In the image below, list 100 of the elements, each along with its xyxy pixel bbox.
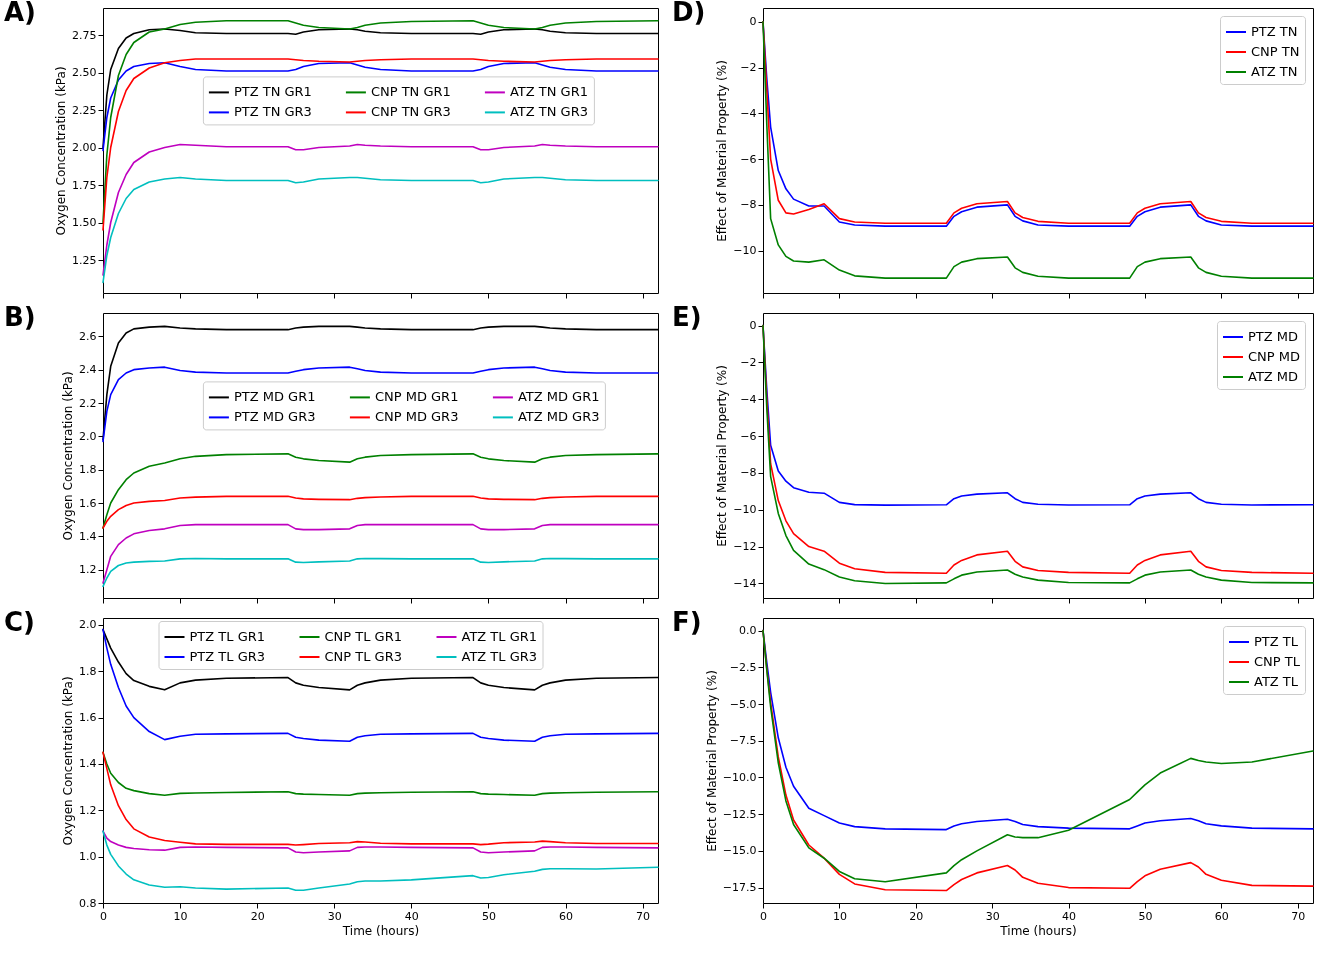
- y-tick-label: 1.25: [72, 253, 97, 267]
- y-tick-label: 2.50: [72, 66, 97, 79]
- x-tick-label: 50: [1138, 909, 1153, 923]
- legend-label: PTZ TL GR1: [189, 629, 266, 644]
- chart-title: E): [672, 302, 702, 332]
- legend-label: PTZ MD: [1248, 329, 1299, 344]
- y-tick-label: 1.0: [79, 850, 97, 864]
- y-axis-title: Effect of Material Property (%): [715, 60, 730, 242]
- y-tick-label: −5.0: [729, 697, 757, 711]
- y-tick-label: −6: [740, 429, 757, 443]
- y-tick-label: −4: [740, 392, 757, 406]
- legend-label: PTZ TN: [1251, 24, 1298, 39]
- x-tick-label: 30: [327, 909, 342, 923]
- legend-label: ATZ MD GR3: [517, 409, 600, 425]
- chart-title: C): [4, 607, 35, 637]
- chart-title: B): [4, 302, 36, 332]
- y-axis-title: Oxygen Concentration (kPa): [61, 371, 76, 541]
- legend-label: PTZ MD GR3: [233, 409, 316, 425]
- legend-label: CNP TN: [1251, 44, 1300, 59]
- x-tick-label: 70: [1291, 909, 1306, 923]
- legend-label: CNP TN GR1: [370, 84, 451, 100]
- x-tick-label: 10: [832, 909, 847, 923]
- y-tick-label: −15.0: [722, 844, 757, 858]
- chart-title: D): [672, 0, 706, 27]
- legend-label: CNP TN GR3: [370, 104, 451, 120]
- legend-label: ATZ TN GR3: [509, 104, 588, 120]
- y-tick-label: −8: [740, 466, 757, 480]
- x-tick-label: 20: [250, 909, 265, 923]
- y-tick-label: 0: [749, 15, 757, 29]
- chart-title: F): [672, 607, 702, 637]
- legend-label: CNP TL GR1: [324, 629, 402, 644]
- x-tick-label: 0: [100, 909, 107, 923]
- x-tick-label: 20: [909, 909, 924, 923]
- y-tick-label: 0.0: [739, 624, 757, 638]
- y-tick-label: −2: [740, 61, 757, 75]
- legend-label: CNP TL: [1254, 654, 1301, 669]
- legend-label: ATZ TN GR1: [509, 84, 588, 100]
- x-tick-label: 60: [559, 909, 573, 923]
- legend-label: CNP MD GR1: [374, 389, 459, 405]
- legend-label: ATZ MD: [1248, 369, 1299, 384]
- x-tick-label: 60: [1214, 909, 1229, 923]
- y-tick-label: −6: [740, 152, 757, 166]
- x-axis-title: Time (hours): [341, 923, 420, 938]
- y-tick-label: 0.8: [79, 896, 97, 910]
- legend-label: PTZ TN GR1: [233, 84, 312, 100]
- y-tick-label: −2: [740, 355, 757, 369]
- legend-label: ATZ MD GR1: [517, 389, 600, 405]
- x-tick-label: 40: [1062, 909, 1077, 923]
- legend-label: PTZ MD GR1: [233, 389, 316, 405]
- y-tick-label: −7.5: [729, 734, 757, 748]
- y-tick-label: 1.2: [79, 803, 97, 817]
- y-axis-title: Effect of Material Property (%): [704, 670, 719, 852]
- y-tick-label: 2.6: [79, 329, 97, 343]
- y-tick-label: 1.6: [79, 711, 97, 725]
- y-tick-label: 2.4: [79, 363, 97, 377]
- x-tick-label: 70: [636, 909, 651, 923]
- y-tick-label: −10.0: [722, 770, 757, 784]
- y-tick-label: −12.5: [722, 807, 757, 821]
- legend-label: PTZ TN GR3: [233, 104, 312, 120]
- y-tick-label: −2.5: [729, 660, 757, 674]
- legend-label: ATZ TL GR1: [461, 629, 538, 644]
- y-tick-label: 1.50: [72, 216, 97, 229]
- y-tick-label: 2.2: [79, 396, 97, 410]
- y-tick-label: −10: [733, 244, 757, 258]
- y-tick-label: 0: [749, 319, 757, 333]
- y-tick-label: 2.75: [72, 28, 97, 42]
- y-tick-label: 1.4: [79, 757, 97, 771]
- legend-label: CNP MD: [1248, 349, 1300, 364]
- y-axis-title: Oxygen Concentration (kPa): [61, 676, 76, 846]
- y-tick-label: −4: [740, 106, 757, 120]
- y-tick-label: 2.25: [72, 103, 97, 117]
- x-tick-label: 40: [404, 909, 419, 923]
- legend-label: PTZ TL GR3: [189, 649, 266, 664]
- x-tick-label: 0: [760, 909, 767, 923]
- y-axis-title: Oxygen Concentration (kPa): [54, 66, 69, 236]
- legend-label: CNP MD GR3: [374, 409, 459, 425]
- x-tick-label: 30: [985, 909, 1000, 923]
- y-axis-title: Effect of Material Property (%): [715, 365, 730, 547]
- y-tick-label: −14: [733, 576, 757, 590]
- legend-label: CNP TL GR3: [324, 649, 402, 664]
- y-tick-label: −10: [733, 503, 757, 517]
- y-tick-label: −8: [740, 198, 757, 212]
- y-tick-label: 1.2: [79, 563, 97, 577]
- legend-label: ATZ TN: [1251, 64, 1298, 79]
- x-axis-title: Time (hours): [999, 923, 1077, 938]
- legend-label: PTZ TL: [1254, 634, 1299, 649]
- y-tick-label: 1.6: [79, 496, 97, 510]
- y-tick-label: 2.0: [79, 618, 97, 632]
- y-tick-label: 2.0: [79, 429, 97, 443]
- y-tick-label: 2.00: [72, 141, 97, 154]
- legend-label: ATZ TL: [1254, 674, 1299, 689]
- y-tick-label: −17.5: [722, 881, 757, 895]
- x-tick-label: 50: [481, 909, 496, 923]
- y-tick-label: 1.75: [72, 178, 97, 192]
- y-tick-label: 1.8: [79, 463, 97, 477]
- y-tick-label: 1.8: [79, 664, 97, 678]
- y-tick-label: −12: [733, 540, 757, 554]
- x-tick-label: 10: [173, 909, 188, 923]
- y-tick-label: 1.4: [79, 529, 97, 543]
- chart-title: A): [4, 0, 37, 27]
